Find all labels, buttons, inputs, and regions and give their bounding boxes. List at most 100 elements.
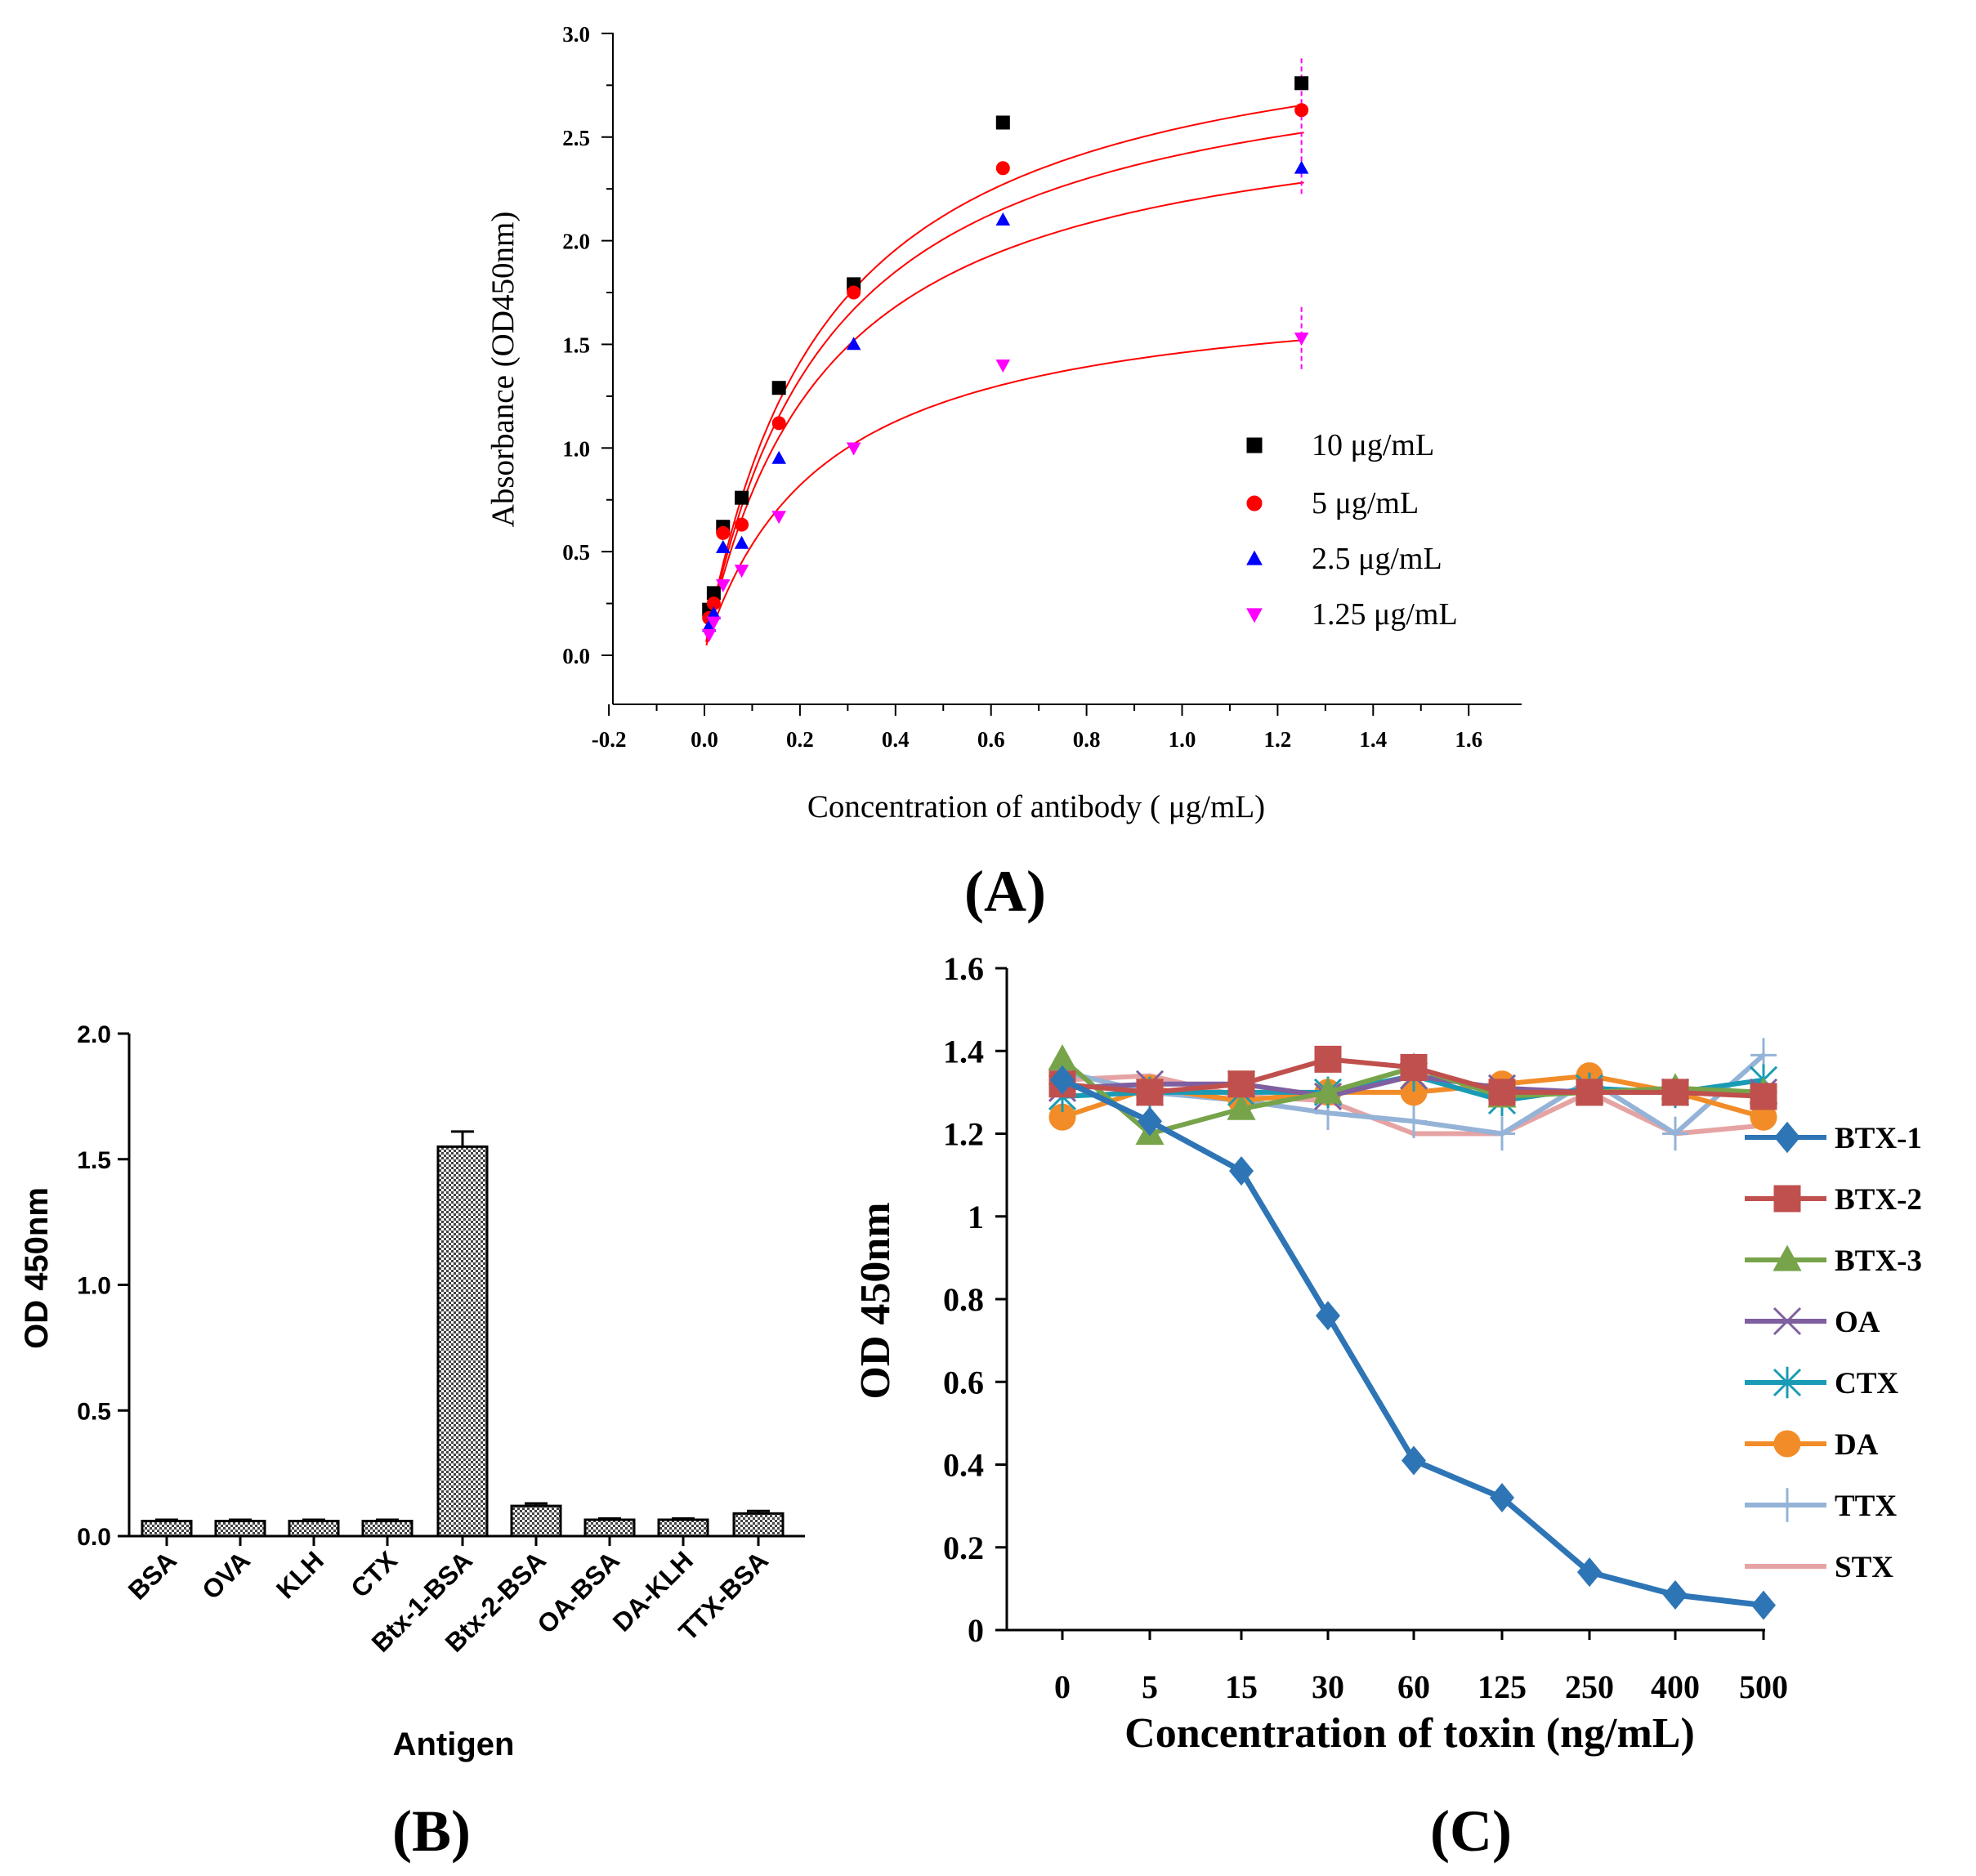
data-point-a bbox=[715, 539, 731, 553]
fit-curve-1 bbox=[705, 132, 1304, 642]
data-point-c bbox=[1314, 1045, 1342, 1073]
x-tick-label-a: 1.0 bbox=[1169, 727, 1196, 752]
data-point-a bbox=[771, 416, 786, 431]
data-point-a bbox=[706, 616, 722, 630]
data-point-c bbox=[1488, 1079, 1516, 1106]
y-tick-label-c: 1 bbox=[968, 1199, 984, 1235]
bar-b bbox=[510, 1504, 562, 1538]
data-point-c bbox=[1751, 1590, 1776, 1620]
y-tick-label-a: 2.5 bbox=[562, 126, 590, 150]
legend-label-a: 5 μg/mL bbox=[1312, 486, 1419, 520]
x-tick-label-c: 30 bbox=[1312, 1668, 1344, 1705]
data-point-a bbox=[771, 511, 786, 525]
y-tick-label-a: 2.0 bbox=[562, 230, 590, 254]
x-tick-label-a: 0.4 bbox=[882, 727, 910, 752]
x-tick-label-c: 250 bbox=[1565, 1668, 1614, 1705]
data-point-a bbox=[701, 619, 717, 632]
x-axis-label-c: Concentration of toxin (ng/mL) bbox=[1124, 1710, 1695, 1757]
data-point-c bbox=[1138, 1106, 1162, 1137]
series-line-btx-1 bbox=[1061, 1077, 1764, 1609]
legend-label-c: BTX-3 bbox=[1835, 1244, 1922, 1278]
legend-label-c: CTX bbox=[1835, 1367, 1898, 1400]
x-tick-label-c: 0 bbox=[1054, 1668, 1071, 1705]
x-tick-label-a: 0.2 bbox=[786, 727, 814, 752]
fit-curve-3 bbox=[705, 339, 1304, 646]
bar-b bbox=[141, 1520, 193, 1538]
legend-label-a: 1.25 μg/mL bbox=[1312, 597, 1458, 632]
x-tick-label-c: 15 bbox=[1225, 1668, 1258, 1705]
data-point-c bbox=[1489, 1116, 1515, 1151]
x-tick-label-a: 1.2 bbox=[1264, 727, 1292, 752]
panel-label-c: (C) bbox=[1430, 1798, 1512, 1864]
data-point-a bbox=[1294, 103, 1309, 118]
data-point-c bbox=[1229, 1156, 1254, 1186]
legend-label-a: 10 μg/mL bbox=[1312, 428, 1434, 462]
data-point-a bbox=[716, 525, 731, 540]
y-tick-label-a: 1.5 bbox=[562, 333, 590, 357]
legend-label-c: BTX-2 bbox=[1835, 1183, 1922, 1217]
data-point-c bbox=[1227, 1070, 1255, 1098]
data-point-c bbox=[1048, 1043, 1077, 1070]
y-tick-label-c: 1.6 bbox=[943, 950, 984, 987]
data-point-a bbox=[1294, 76, 1309, 91]
panel-label-b: (B) bbox=[392, 1798, 471, 1864]
category-label-b: OA-BSA bbox=[531, 1545, 625, 1639]
category-label-b: OVA bbox=[196, 1545, 256, 1605]
x-tick-label-a: 1.6 bbox=[1455, 727, 1482, 752]
data-point-a bbox=[735, 490, 749, 505]
legend-marker-c bbox=[1774, 1121, 1800, 1154]
y-axis-label-a: Absorbance (OD450nm) bbox=[485, 212, 521, 528]
data-point-c bbox=[1577, 1557, 1602, 1588]
x-tick-label-c: 500 bbox=[1739, 1668, 1788, 1705]
category-label-b: CTX bbox=[345, 1545, 403, 1603]
data-point-a bbox=[847, 285, 861, 300]
y-tick-label-c: 1.2 bbox=[943, 1116, 984, 1153]
data-point-a bbox=[995, 360, 1011, 373]
y-tick-label-b: 1.5 bbox=[77, 1147, 111, 1174]
y-tick-label-c: 0.2 bbox=[943, 1530, 984, 1566]
data-point-c bbox=[1750, 1083, 1777, 1110]
data-point-c bbox=[1316, 1301, 1340, 1331]
bar-b bbox=[583, 1518, 636, 1538]
x-tick-label-c: 5 bbox=[1142, 1668, 1158, 1705]
y-tick-label-c: 1.4 bbox=[943, 1033, 984, 1070]
data-point-a bbox=[1294, 333, 1309, 346]
legend-marker-c bbox=[1773, 1185, 1801, 1213]
legend-marker-a bbox=[1246, 437, 1263, 453]
legend-label-c: STX bbox=[1835, 1551, 1893, 1584]
bar-b bbox=[732, 1512, 785, 1538]
data-point-a bbox=[846, 442, 861, 456]
data-point-c bbox=[1136, 1079, 1164, 1106]
x-tick-label-a: 0.0 bbox=[691, 727, 718, 752]
bar-b bbox=[436, 1145, 489, 1538]
y-tick-label-b: 0.0 bbox=[77, 1524, 111, 1551]
bar-b bbox=[288, 1520, 340, 1538]
panel-c-chart: 0 0.2 0.4 0.6 0.8 1 1.2 1.4 1.6 0 5 15 30 60 125 250 400… bbox=[852, 950, 1922, 1757]
data-point-a bbox=[771, 450, 786, 464]
bar-b bbox=[657, 1518, 709, 1538]
data-point-c bbox=[1402, 1445, 1426, 1476]
legend-marker-c bbox=[1773, 1244, 1802, 1271]
fit-curve-2 bbox=[705, 181, 1304, 643]
x-tick-label-a: 0.8 bbox=[1073, 727, 1101, 752]
data-point-c bbox=[1313, 1077, 1343, 1104]
x-tick-label-c: 400 bbox=[1651, 1668, 1700, 1705]
legend-marker-a bbox=[1246, 550, 1263, 565]
data-point-a bbox=[771, 381, 786, 395]
data-point-a bbox=[734, 535, 749, 549]
data-point-a bbox=[701, 628, 717, 642]
category-label-b: BSA bbox=[123, 1545, 182, 1605]
x-tick-label-a: -0.2 bbox=[592, 727, 627, 752]
legend-marker-c bbox=[1773, 1366, 1802, 1399]
data-point-a bbox=[995, 161, 1010, 176]
data-point-a bbox=[735, 517, 749, 532]
legend-marker-a bbox=[1246, 608, 1263, 623]
data-point-a bbox=[715, 578, 731, 592]
y-tick-label-b: 0.5 bbox=[77, 1398, 111, 1425]
y-tick-label-c: 0.8 bbox=[943, 1281, 984, 1318]
data-point-c bbox=[1661, 1079, 1689, 1106]
y-axis-label-b: OD 450nm bbox=[19, 1187, 55, 1349]
data-point-c bbox=[1490, 1483, 1514, 1512]
y-tick-label-a: 1.0 bbox=[562, 436, 590, 461]
data-point-c bbox=[1401, 1104, 1427, 1139]
